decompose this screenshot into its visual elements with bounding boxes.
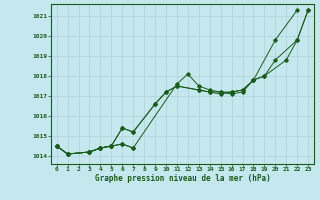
X-axis label: Graphe pression niveau de la mer (hPa): Graphe pression niveau de la mer (hPa) — [94, 174, 270, 183]
